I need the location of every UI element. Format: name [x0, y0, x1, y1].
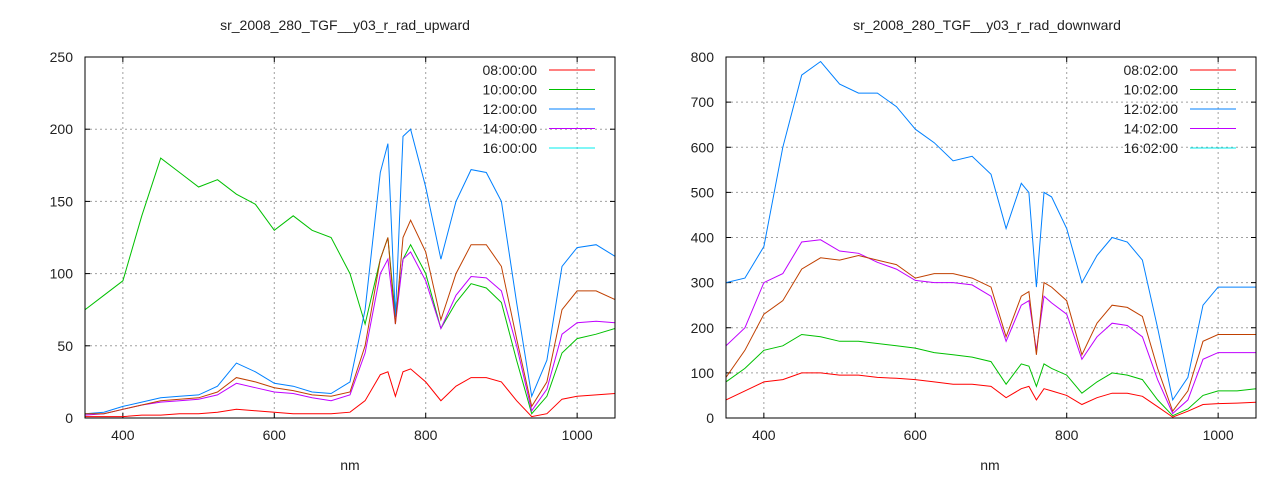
legend-label: 12:02:00	[1124, 101, 1179, 117]
x-tick-label: 400	[752, 427, 776, 443]
y-tick-label: 100	[50, 266, 74, 282]
x-axis-label: nm	[340, 457, 359, 473]
series-line-080000	[85, 368, 615, 418]
y-tick-label: 250	[50, 49, 74, 65]
y-tick-label: 100	[691, 365, 715, 381]
chart-title: sr_2008_280_TGF__y03_r_rad_upward	[220, 17, 470, 33]
y-tick-label: 300	[691, 275, 715, 291]
x-tick-label: 800	[1055, 427, 1079, 443]
chart-title: sr_2008_280_TGF__y03_r_rad_downward	[853, 17, 1121, 33]
series-line-140000	[85, 251, 615, 416]
x-tick-label: 1000	[562, 427, 593, 443]
series-line-100000	[85, 157, 615, 415]
x-tick-label: 800	[414, 427, 438, 443]
x-tick-label: 600	[263, 427, 287, 443]
series-line-140200	[726, 239, 1256, 415]
y-tick-label: 0	[706, 410, 714, 426]
legend-label: 16:00:00	[483, 140, 538, 156]
y-tick-label: 700	[691, 94, 715, 110]
series-line-160200	[726, 254, 1256, 413]
series-line-160000	[85, 218, 615, 415]
y-tick-label: 500	[691, 184, 715, 200]
series-line-100200	[726, 333, 1256, 417]
x-axis-label: nm	[980, 457, 999, 473]
y-tick-label: 600	[691, 139, 715, 155]
y-tick-label: 200	[50, 121, 74, 137]
legend-label: 08:00:00	[483, 62, 538, 78]
x-tick-label: 400	[111, 427, 135, 443]
chart-upward: sr_2008_280_TGF__y03_r_rad_upward nm 400…	[50, 17, 616, 473]
series-line-080200	[726, 372, 1256, 418]
series-line-120200	[726, 60, 1256, 402]
chart-downward: sr_2008_280_TGF__y03_r_rad_downward nm 4…	[691, 17, 1257, 473]
legend-label: 14:00:00	[483, 121, 538, 137]
series-line-120000	[85, 128, 615, 415]
legend-label: 16:02:00	[1124, 140, 1179, 156]
plot-frame	[725, 56, 1257, 419]
legend-label: 14:02:00	[1124, 121, 1179, 137]
legend-label: 08:02:00	[1124, 62, 1179, 78]
y-tick-label: 150	[50, 193, 74, 209]
y-tick-label: 0	[65, 410, 73, 426]
y-tick-label: 800	[691, 49, 715, 65]
plot-frame	[84, 56, 616, 419]
y-tick-label: 50	[57, 338, 73, 354]
legend-label: 10:02:00	[1124, 82, 1179, 98]
x-tick-label: 1000	[1203, 427, 1234, 443]
x-tick-label: 600	[904, 427, 928, 443]
legend-label: 10:00:00	[483, 82, 538, 98]
y-tick-label: 200	[691, 320, 715, 336]
y-tick-label: 400	[691, 230, 715, 246]
legend-label: 12:00:00	[483, 101, 538, 117]
